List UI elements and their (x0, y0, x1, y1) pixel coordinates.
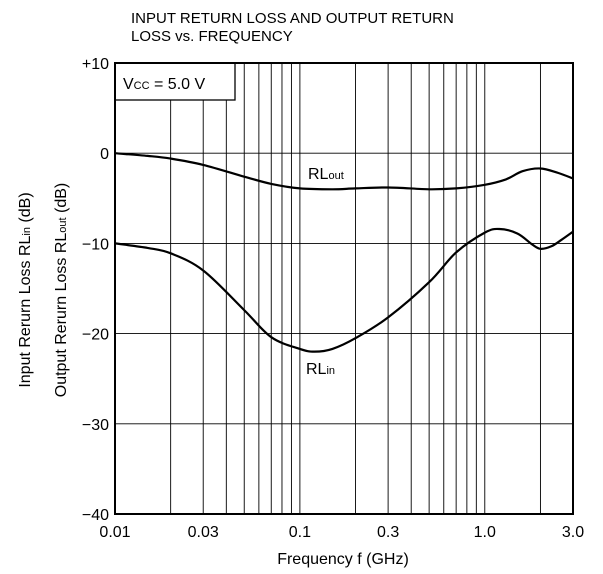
series-label-rlin: RLin (306, 361, 335, 378)
plot-grid (115, 63, 573, 514)
y-tick-label: −30 (82, 417, 109, 434)
chart-title-line-2: LOSS vs. FREQUENCY (131, 28, 293, 45)
x-tick-label: 3.0 (562, 524, 584, 541)
series-label-rlout: RLout (308, 166, 344, 183)
x-axis-label: Frequency f (GHz) (277, 551, 409, 568)
x-tick-label: 0.01 (99, 524, 130, 541)
y-tick-label: −20 (82, 327, 109, 344)
condition-label: VCC = 5.0 V (123, 76, 205, 93)
x-tick-label: 1.0 (474, 524, 496, 541)
plot-frame (114, 62, 574, 515)
series-line-rlin (114, 227, 574, 353)
series-line-rlout (114, 152, 574, 191)
condition-box (114, 62, 236, 101)
x-tick-label: 0.3 (377, 524, 399, 541)
y-axis-label-input: Input Rerurn Loss RLin (dB) (17, 192, 34, 387)
y-tick-label: −40 (82, 507, 109, 524)
y-axis-label-output: Output Rerurn Loss RLout (dB) (53, 183, 70, 398)
chart-title-line-1: INPUT RETURN LOSS AND OUTPUT RETURN (131, 10, 454, 27)
x-tick-labels: 0.01 0.03 0.1 0.3 1.0 3.0 (99, 524, 584, 541)
plot-curves (114, 152, 574, 353)
y-tick-label: −10 (82, 236, 109, 253)
y-tick-label: +10 (82, 56, 109, 73)
x-tick-label: 0.03 (188, 524, 219, 541)
y-tick-label: 0 (100, 146, 109, 163)
x-tick-label: 0.1 (289, 524, 311, 541)
y-tick-labels: +10 0 −10 −20 −30 −40 (82, 56, 109, 524)
